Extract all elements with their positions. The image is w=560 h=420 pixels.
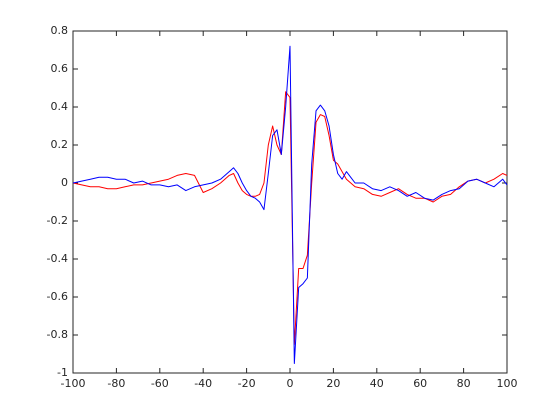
y-tick-label: -0.2 [47,214,68,227]
x-tick-label: -80 [107,377,125,390]
x-tick-label: -20 [238,377,256,390]
x-tick-label: 60 [413,377,427,390]
line-series [72,45,508,364]
y-tick-label: 0.6 [51,62,69,75]
x-tick-label: 20 [326,377,340,390]
x-tick-label: 0 [287,377,294,390]
y-tick-label: -0.6 [47,290,68,303]
y-tick-label: -0.8 [47,328,68,341]
y-tick-label: -1 [57,366,68,379]
x-tick-label: -60 [151,377,169,390]
y-tick-label: 0.8 [51,24,69,37]
x-tick-label: 80 [457,377,471,390]
y-tick-label: 0 [61,176,68,189]
y-tick-label: 0.4 [51,100,69,113]
y-tick-label: -0.4 [47,252,68,265]
x-tick-label: -100 [61,377,86,390]
y-tick-label: 0.2 [51,138,69,151]
x-tick-label: 100 [497,377,518,390]
x-tick-label: 40 [370,377,384,390]
x-tick-label: -40 [194,377,212,390]
plot-frame [72,30,508,374]
